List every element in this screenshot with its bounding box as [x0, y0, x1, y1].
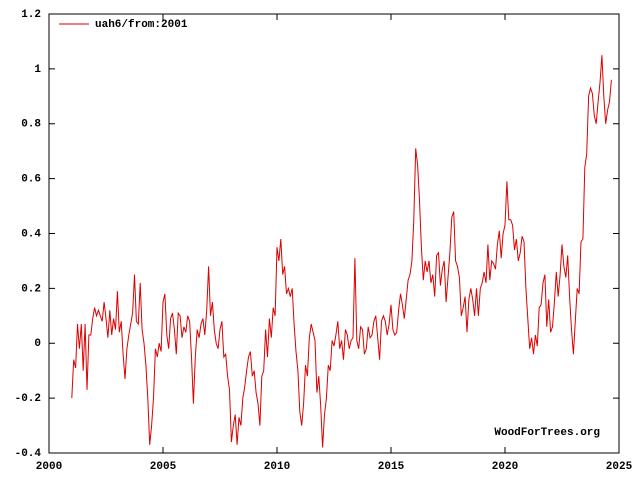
x-tick-label: 2005 [150, 461, 177, 473]
x-tick-label: 2000 [36, 461, 62, 473]
y-tick-label: 0.6 [21, 174, 41, 186]
y-tick-label: 1 [34, 64, 41, 76]
legend-label: uah6/from:2001 [95, 19, 188, 31]
y-tick-label: -0.2 [15, 393, 41, 405]
x-tick-label: 2015 [378, 461, 405, 473]
x-tick-label: 2025 [606, 461, 633, 473]
plot-frame [48, 13, 620, 454]
y-tick-label: 0 [34, 338, 41, 350]
x-tick-label: 2010 [264, 461, 290, 473]
y-tick-label: -0.4 [15, 448, 42, 460]
data-line [71, 55, 612, 448]
y-tick-label: 0.2 [21, 283, 41, 295]
y-tick-label: 1.2 [21, 9, 41, 21]
x-tick-label: 2020 [492, 461, 518, 473]
y-tick-label: 0.4 [21, 228, 41, 240]
y-tick-label: 0.8 [21, 119, 41, 131]
watermark: WoodForTrees.org [494, 427, 600, 439]
